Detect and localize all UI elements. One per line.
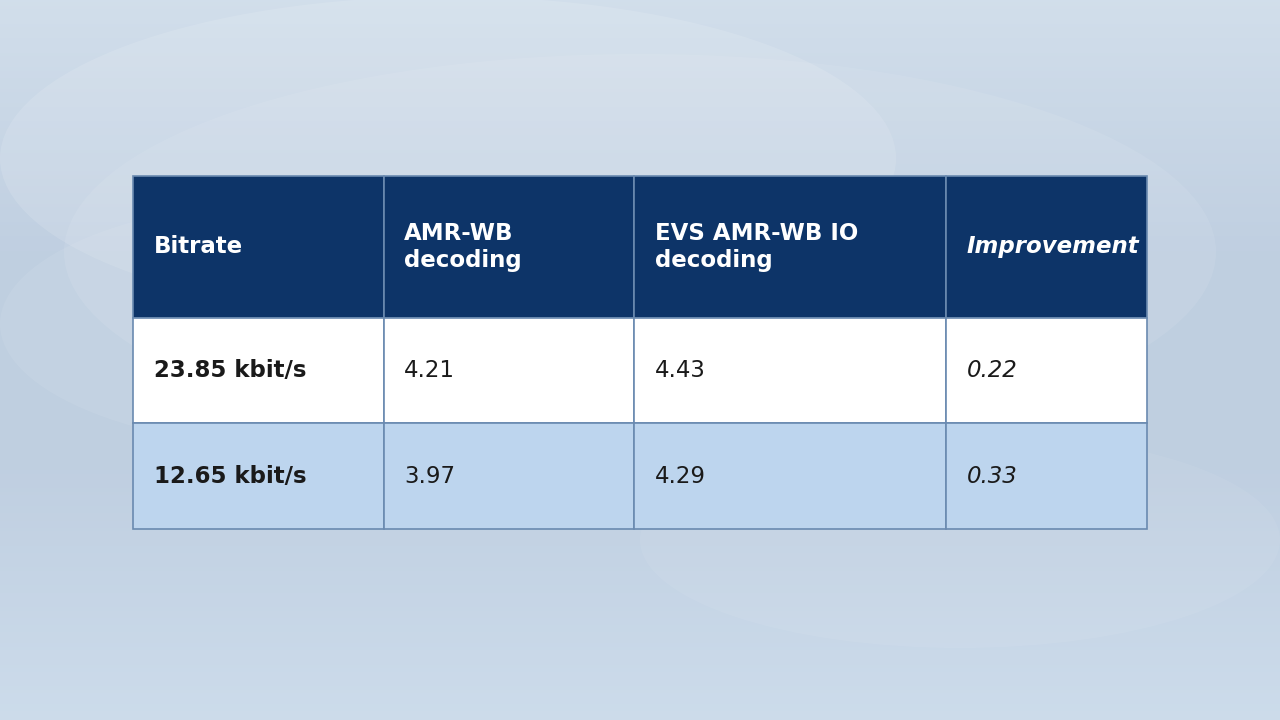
Bar: [635, 423, 946, 529]
Text: Improvement: Improvement: [966, 235, 1139, 258]
Text: 23.85 kbit/s: 23.85 kbit/s: [154, 359, 306, 382]
Text: Bitrate: Bitrate: [154, 235, 243, 258]
Text: AMR-WB
decoding: AMR-WB decoding: [404, 222, 522, 271]
Text: 12.65 kbit/s: 12.65 kbit/s: [154, 465, 306, 487]
Bar: [133, 318, 384, 423]
Bar: [133, 423, 384, 529]
Bar: [635, 176, 946, 318]
Bar: [946, 176, 1147, 318]
Text: 0.22: 0.22: [966, 359, 1018, 382]
Bar: [384, 423, 635, 529]
Bar: [133, 176, 384, 318]
Bar: [946, 318, 1147, 423]
Text: 0.33: 0.33: [966, 465, 1018, 487]
Text: 3.97: 3.97: [404, 465, 456, 487]
Bar: [635, 318, 946, 423]
Bar: [384, 318, 635, 423]
Bar: [946, 423, 1147, 529]
Text: 4.43: 4.43: [655, 359, 705, 382]
Text: 4.21: 4.21: [404, 359, 456, 382]
Text: 4.29: 4.29: [655, 465, 705, 487]
Bar: [384, 176, 635, 318]
Text: EVS AMR-WB IO
decoding: EVS AMR-WB IO decoding: [655, 222, 858, 271]
